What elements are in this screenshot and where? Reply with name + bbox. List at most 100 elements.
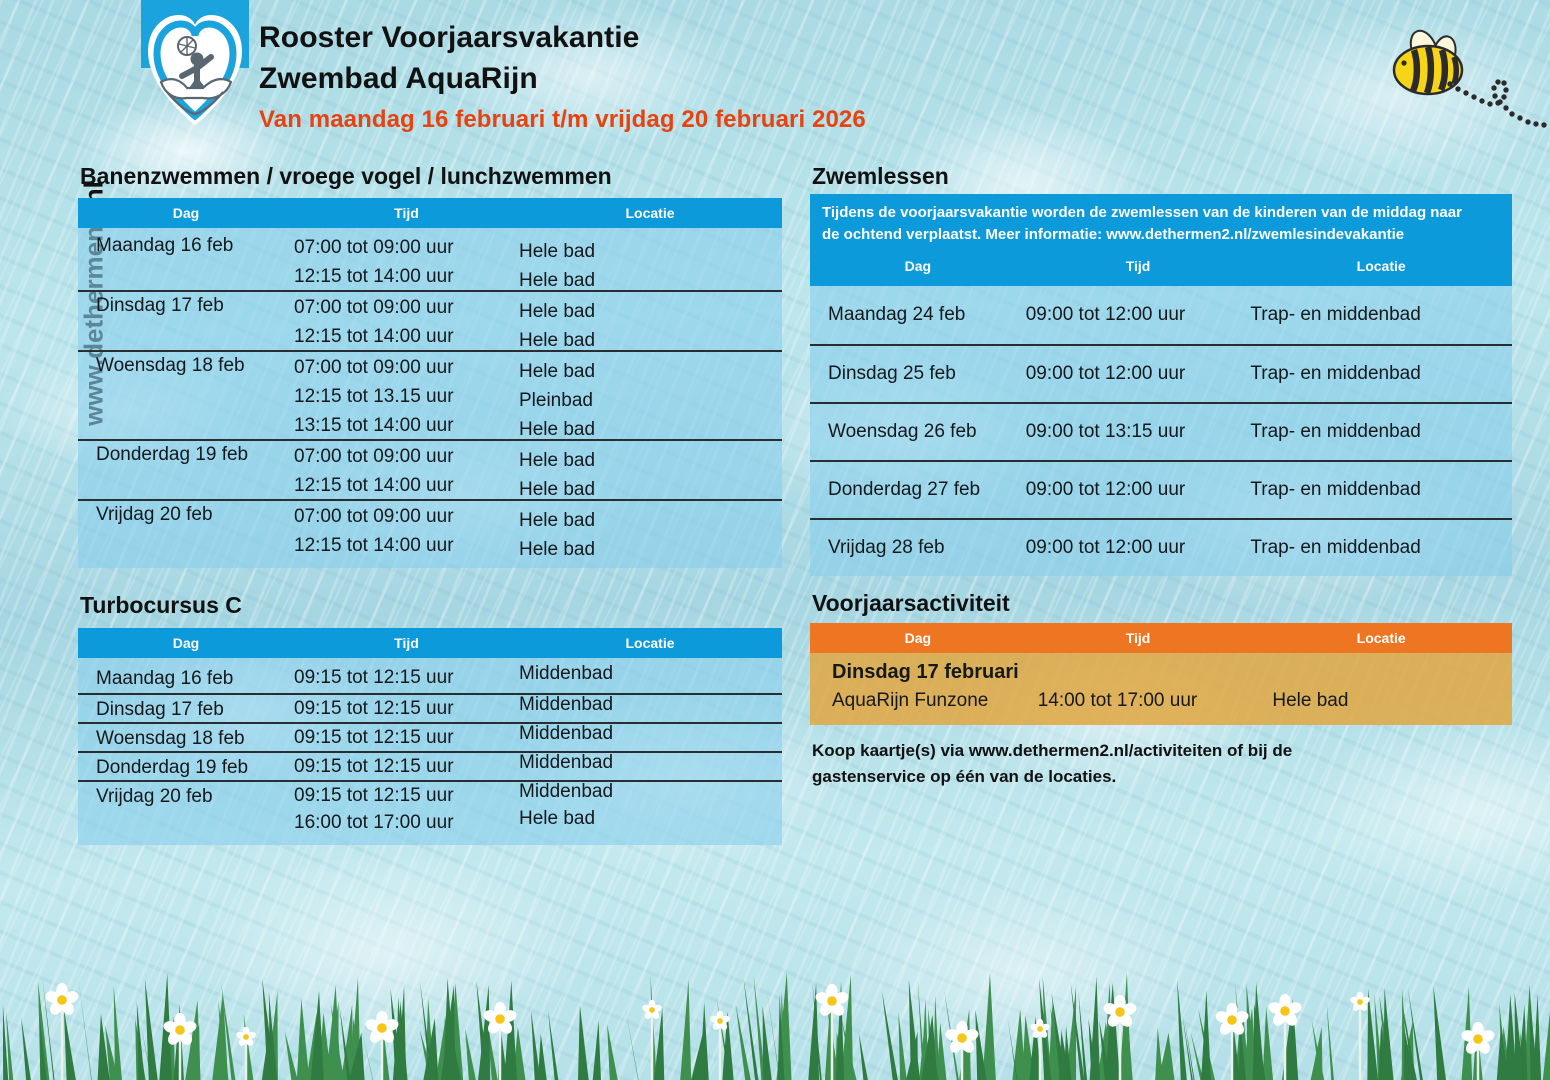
- grass-blade: [537, 1033, 547, 1080]
- grass-blade: [1201, 989, 1211, 1080]
- grass-blade: [1231, 1025, 1241, 1080]
- table-row: Donderdag 27 feb 09:00 tot 12:00 uur Trap-…: [810, 459, 1512, 518]
- grass-blade: [1401, 996, 1417, 1080]
- grass-blade: [212, 992, 229, 1080]
- grass-blade: [1433, 985, 1447, 1080]
- flower-icon: [483, 1001, 517, 1080]
- schedule-day: [78, 809, 294, 833]
- schedule-day: Donderdag 19 feb: [96, 757, 249, 778]
- grass-blade: [1070, 981, 1085, 1080]
- table-row: Vrijdag 20 feb 07:00 tot 09:00 uur Hele ba…: [78, 499, 782, 530]
- flower-icon: [1350, 991, 1370, 1080]
- grass-blade: [1252, 982, 1265, 1080]
- logo: [141, 0, 249, 128]
- grass-blade: [339, 1007, 351, 1080]
- flower-icon: [1103, 994, 1137, 1080]
- schedule-location: Hele bad: [519, 450, 596, 471]
- flower-icon: [945, 1020, 979, 1080]
- table-row: Woensdag 18 feb 09:15 tot 12:15 uur Midden…: [78, 722, 782, 751]
- table-row: Maandag 16 feb 07:00 tot 09:00 uur Hele ba…: [78, 232, 782, 261]
- table-body: Maandag 16 feb 09:15 tot 12:15 uur Middenb…: [78, 658, 782, 845]
- grass-blade: [1105, 982, 1120, 1080]
- schedule-time: 12:15 tot 13.15 uur: [294, 386, 454, 407]
- schedule-day: [78, 470, 294, 493]
- table-row: Woensdag 18 feb 07:00 tot 09:00 uur Hele b…: [78, 350, 782, 381]
- schedule-day: Vrijdag 20 feb: [96, 786, 213, 807]
- column-header-dag: Dag: [172, 205, 200, 221]
- schedule-day: [78, 261, 294, 284]
- schedule-time: 16:00 tot 17:00 uur: [294, 812, 454, 833]
- grass-blade: [1059, 1030, 1070, 1080]
- schedule-location: Hele bad: [519, 301, 596, 322]
- grass-blade: [113, 985, 122, 1080]
- table-row: 12:15 tot 14:00 uur Hele bad: [78, 261, 782, 290]
- grass-blade: [327, 1001, 339, 1080]
- section-title-voorjaarsactiviteit: Voorjaarsactiviteit: [812, 590, 1010, 616]
- section-title-zwemlessen: Zwemlessen: [812, 163, 949, 189]
- column-header-dag: Dag: [904, 630, 932, 646]
- grass-blade: [330, 1004, 345, 1080]
- schedule-location: Hele bad: [519, 270, 596, 291]
- schedule-time: 09:15 tot 12:15 uur: [294, 756, 454, 777]
- schedule-time: 13:15 tot 14:00 uur: [294, 415, 454, 436]
- grass-blade: [1177, 980, 1187, 1080]
- grass-blade: [1310, 1026, 1323, 1080]
- grass-blade: [1158, 1032, 1175, 1080]
- grass-blade: [1401, 1005, 1417, 1080]
- schedule-location: Hele bad: [519, 241, 596, 262]
- grass-blade: [1012, 1009, 1026, 1080]
- grass-blade: [1262, 1006, 1274, 1080]
- grass-blade: [1514, 992, 1525, 1080]
- table-row: AquaRijn Funzone 14:00 tot 17:00 uur Hel…: [810, 691, 1512, 710]
- column-header-tijd: Tijd: [1125, 630, 1151, 646]
- section-title-turbocursus: Turbocursus C: [80, 592, 242, 618]
- table-row: Donderdag 19 feb 07:00 tot 09:00 uur Hele …: [78, 439, 782, 470]
- flower-icon: [815, 983, 849, 1080]
- grass-blade: [296, 998, 310, 1080]
- zwemlessen-notice: Tijdens de voorjaarsvakantie worden de z…: [810, 194, 1512, 246]
- event-location: Hele bad: [1272, 690, 1349, 711]
- grass-border: [2, 972, 1550, 1080]
- column-header-locatie: Locatie: [1356, 630, 1406, 646]
- schedule-time: 09:00 tot 13:15 uur: [1025, 421, 1186, 442]
- schedule-day: Maandag 16 feb: [96, 235, 234, 256]
- grass-blade: [1504, 994, 1517, 1080]
- grass-blade: [1326, 1003, 1334, 1080]
- event-date: Dinsdag 17 februari: [832, 661, 1019, 683]
- table-body: Dinsdag 17 februari AquaRijn Funzone 14:…: [810, 653, 1512, 725]
- schedule-time: 09:15 tot 12:15 uur: [294, 785, 454, 806]
- schedule-location: Hele bad: [519, 330, 596, 351]
- schedule-time: 12:15 tot 14:00 uur: [294, 475, 454, 496]
- schedule-location: Trap- en middenbad: [1250, 537, 1421, 558]
- grass-blade: [548, 1010, 559, 1080]
- grass-blade: [395, 997, 405, 1080]
- title-line-2: Zwembad AquaRijn: [259, 61, 538, 95]
- table-row: 13:15 tot 14:00 uur Hele bad: [78, 410, 782, 439]
- schedule-day: Dinsdag 17 feb: [96, 295, 224, 316]
- schedule-location: Middenbad: [519, 694, 614, 715]
- grass-blade: [680, 979, 692, 1080]
- grass-blade: [78, 979, 92, 1080]
- grass-blade: [1378, 1023, 1391, 1080]
- table-row: Vrijdag 20 feb 09:15 tot 12:15 uur Middenb…: [78, 780, 782, 809]
- schedule-day: Woensdag 26 feb: [828, 421, 977, 442]
- table-row: 12:15 tot 14:00 uur Hele bad: [78, 470, 782, 499]
- grass-blade: [268, 992, 278, 1080]
- grass-blade: [423, 1018, 439, 1080]
- grass-blade: [835, 981, 845, 1080]
- table-row: 12:15 tot 14:00 uur Hele bad: [78, 530, 782, 559]
- notice-line-1: Tijdens de voorjaarsvakantie worden de z…: [822, 204, 1462, 221]
- schedule-time: 09:00 tot 12:00 uur: [1025, 537, 1186, 558]
- schedule-time: 12:15 tot 14:00 uur: [294, 266, 454, 287]
- schedule-location: Pleinbad: [519, 390, 593, 411]
- grass-blade: [97, 1013, 110, 1080]
- table-header-row: Dag Tijd Locatie: [78, 198, 782, 228]
- event-time: 14:00 tot 17:00 uur: [1037, 690, 1198, 711]
- grass-blade: [1542, 1011, 1550, 1080]
- grass-blade: [1078, 991, 1088, 1080]
- ticket-note-line-1: Koop kaartje(s) via www.dethermen2.nl/ac…: [812, 741, 1293, 760]
- schedule-day: Maandag 24 feb: [828, 304, 966, 325]
- schedule-location: Hele bad: [519, 361, 596, 382]
- schedule-day: [78, 321, 294, 344]
- schedule-time: 07:00 tot 09:00 uur: [294, 297, 454, 318]
